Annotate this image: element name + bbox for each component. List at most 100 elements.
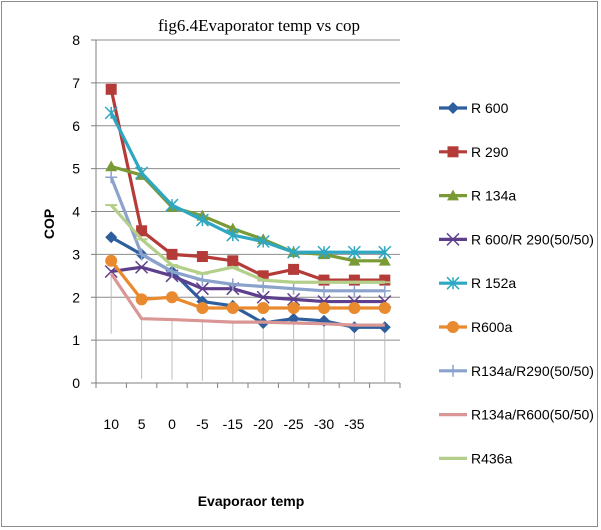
error-bars (110, 273, 386, 383)
data-point-marker (348, 254, 361, 266)
data-point-marker (166, 248, 178, 260)
x-axis-title: Evaporaor temp (198, 493, 305, 509)
data-point-marker (257, 270, 269, 282)
x-tick-label: 5 (138, 416, 146, 432)
data-point-marker (257, 280, 270, 293)
data-point-marker (348, 301, 361, 314)
legend: R 600 R 290 R 134a R 600/R 290(50/50) R 152a… (439, 100, 594, 466)
data-point-marker (256, 234, 270, 249)
series-line (110, 265, 385, 304)
legend-label: R 290 (471, 144, 509, 160)
x-tick-label: 0 (168, 416, 176, 432)
x-tick-label: -25 (283, 416, 303, 432)
y-tick-label: 7 (72, 75, 80, 91)
legend-label: R600a (471, 319, 512, 335)
series-line (109, 176, 385, 293)
series-line (109, 112, 385, 254)
series-lines (104, 83, 392, 334)
x-tick-label: -35 (344, 416, 364, 432)
y-axis-title: COP (41, 209, 57, 239)
data-point-marker (447, 321, 459, 333)
data-point-marker (348, 284, 361, 297)
data-point-marker (378, 245, 392, 259)
y-tick-label: 5 (72, 161, 80, 177)
data-point-marker (196, 301, 209, 314)
data-point-marker (104, 106, 118, 120)
series-line (109, 88, 385, 282)
data-point-marker (195, 282, 209, 296)
x-tick-label: -20 (253, 416, 273, 432)
series-line (110, 204, 385, 284)
data-point-marker (287, 292, 301, 306)
data-point-marker (378, 301, 391, 314)
data-point-marker (196, 251, 208, 263)
data-point-marker (226, 228, 240, 242)
series-r-134a (105, 160, 391, 266)
axes (91, 39, 401, 388)
series-r436a (105, 204, 391, 284)
series-r600a (105, 254, 391, 314)
data-point-marker (447, 146, 459, 158)
data-point-marker (318, 284, 330, 297)
data-point-marker (347, 245, 361, 259)
y-axis-ticks: 0 1 2 3 4 5 6 7 8 (72, 32, 80, 391)
data-point-marker (105, 160, 118, 172)
series-r-152a (104, 106, 392, 259)
data-point-marker (378, 321, 391, 334)
data-point-marker (446, 276, 460, 290)
data-point-marker (105, 83, 117, 95)
data-point-marker (287, 245, 301, 259)
legend-item-r-600: R 600 (439, 100, 509, 116)
series-r-290 (105, 83, 391, 286)
legend-label: R 600 (471, 100, 509, 116)
y-tick-label: 1 (72, 332, 80, 348)
x-tick-label: -30 (314, 416, 334, 432)
chart-title: fig6.4Evaporator temp vs cop (158, 16, 360, 35)
legend-label: R134a/R290(50/50) (471, 363, 594, 379)
data-point-marker (447, 189, 459, 201)
x-tick-label: 10 (103, 416, 119, 432)
data-point-marker (288, 263, 300, 275)
data-point-marker (105, 171, 118, 184)
x-tick-label: -15 (223, 416, 243, 432)
y-tick-label: 6 (72, 118, 80, 134)
data-point-marker (378, 284, 391, 297)
data-point-marker (135, 166, 149, 180)
data-point-marker (226, 301, 239, 314)
y-tick-label: 2 (72, 289, 80, 305)
data-point-marker (447, 364, 459, 377)
legend-item-r-152a: R 152a (439, 275, 516, 291)
legend-label: R436a (471, 450, 512, 466)
series-line (109, 259, 385, 310)
data-point-marker (227, 255, 239, 267)
legend-item-r-290: R 290 (439, 144, 509, 160)
data-point-marker (257, 301, 270, 314)
data-point-marker (378, 254, 391, 266)
data-point-marker (135, 248, 148, 261)
data-point-marker (256, 290, 270, 304)
y-tick-label: 3 (72, 246, 80, 262)
y-tick-label: 8 (72, 32, 80, 48)
series-line (109, 272, 385, 327)
data-point-marker (226, 278, 239, 291)
data-point-marker (165, 198, 179, 212)
data-point-marker (136, 225, 148, 237)
series-r134a-r290-50-50 (105, 171, 391, 297)
data-point-marker (135, 293, 148, 306)
legend-item-r-134a: R 134a (439, 188, 516, 204)
legend-item-r436a: R436a (439, 450, 512, 466)
legend-label: R 152a (471, 275, 516, 291)
data-point-marker (135, 260, 149, 274)
series-r134a-r600-50-50 (109, 272, 385, 327)
data-point-marker (318, 274, 330, 286)
data-point-marker (318, 301, 330, 314)
y-tick-label: 4 (72, 204, 80, 220)
data-point-marker (317, 245, 331, 259)
data-point-marker (195, 213, 209, 227)
data-point-marker (287, 282, 300, 295)
legend-item-r134a-r600-50-50: R134a/R600(50/50) (439, 407, 594, 423)
legend-label: R 134a (471, 188, 516, 204)
legend-item-r-600-r-290-50-50: R 600/R 290(50/50) (439, 231, 594, 247)
